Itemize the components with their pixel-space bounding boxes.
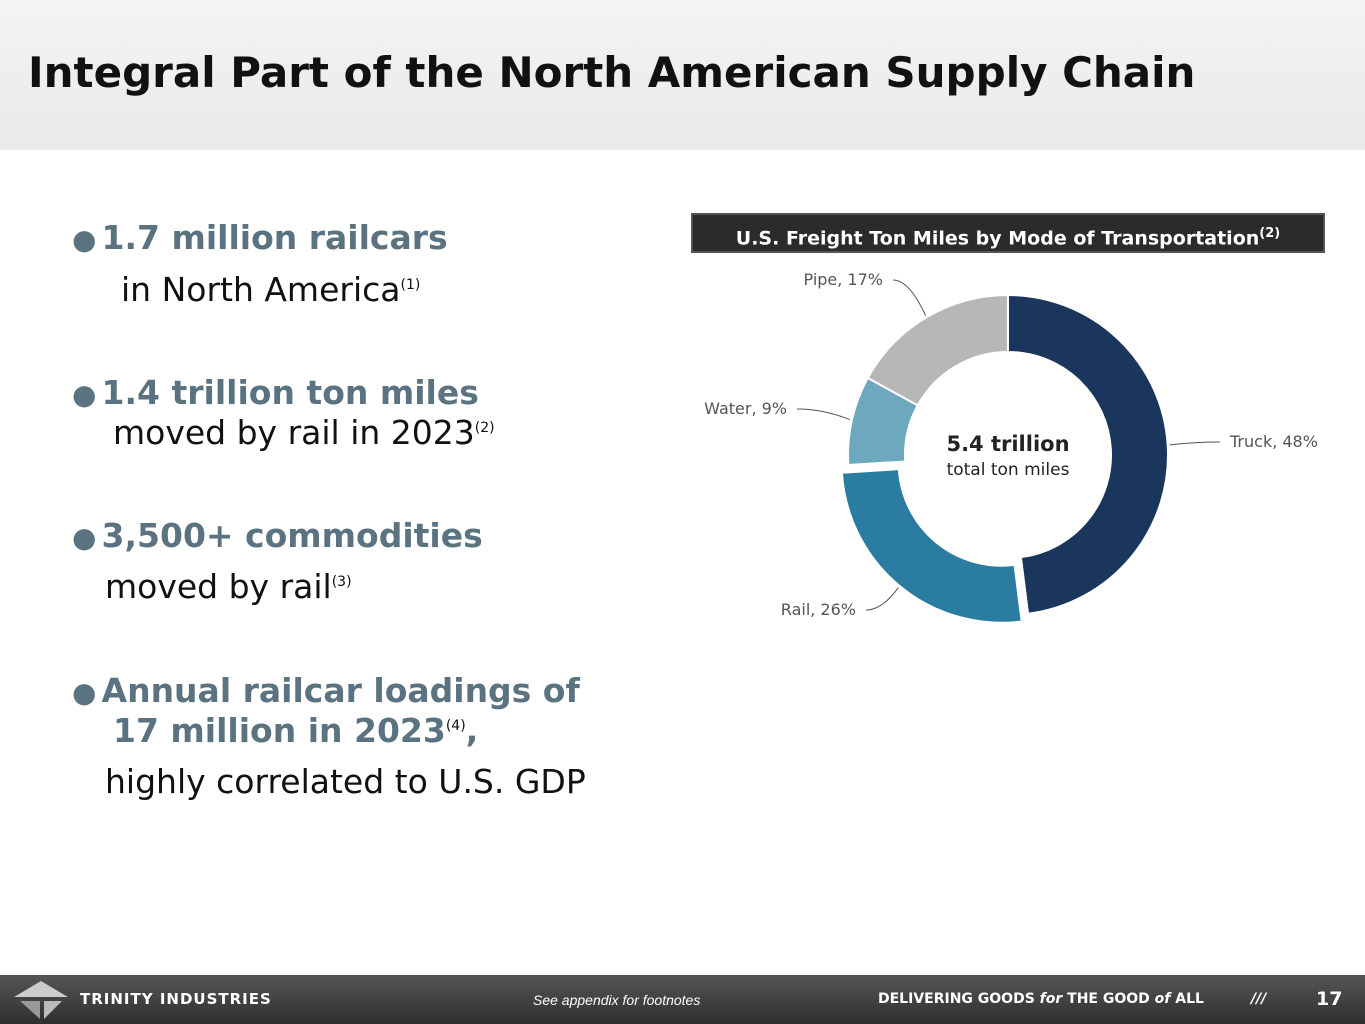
leader-line <box>796 408 851 421</box>
footnote-ref: (3) <box>331 574 352 590</box>
footnote-ref: (2) <box>474 420 495 436</box>
logo <box>14 981 68 1019</box>
center-title: 5.4 trillion <box>946 432 1069 456</box>
slice-label: Pipe, 17% <box>804 270 883 289</box>
bullet-body: highly correlated to U.S. GDP <box>105 762 586 801</box>
leader-line <box>1169 441 1221 446</box>
bullet-head-line: 17 million in 2023 <box>113 711 446 750</box>
footnote-ref: (2) <box>1259 226 1281 241</box>
divider: /// <box>1251 991 1267 1007</box>
footnote-ref: (1) <box>400 277 421 293</box>
tagline-part: DELIVERING GOODS <box>878 991 1040 1007</box>
slice-label: Water, 9% <box>704 399 787 418</box>
chart-title-text: U.S. Freight Ton Miles by Mode of Transp… <box>735 227 1260 250</box>
page-number: 17 <box>1316 988 1343 1010</box>
donut-slice <box>840 468 1023 624</box>
punctuation: , <box>465 711 479 750</box>
chart-title: U.S. Freight Ton Miles by Mode of Transp… <box>691 213 1325 253</box>
bullet-body: moved by rail(3) <box>105 567 352 606</box>
bullet-text: in North America <box>121 270 401 309</box>
bullet-head: Annual railcar loadings of <box>101 671 580 710</box>
slide-title: Integral Part of the North American Supp… <box>28 48 1196 97</box>
tagline-part: THE GOOD <box>1062 991 1155 1007</box>
bullet: ● Annual railcar loadings of <box>72 671 580 710</box>
bullet-text: moved by rail <box>105 567 332 606</box>
center-subtitle: total ton miles <box>947 460 1070 480</box>
bullet: ● 1.4 trillion ton miles <box>72 373 479 412</box>
leader-line <box>865 587 899 611</box>
bullet-head: 3,500+ commodities <box>101 516 483 555</box>
tagline-part: of <box>1154 991 1171 1007</box>
donut-slice <box>866 293 1009 407</box>
footer: TRINITY INDUSTRIES See appendix for foot… <box>0 975 1365 1024</box>
bullet-head: 1.4 trillion ton miles <box>101 373 479 412</box>
tagline-part: ALL <box>1170 991 1204 1007</box>
tagline: DELIVERING GOODS for THE GOOD of ALL <box>878 991 1204 1007</box>
tagline-part: for <box>1039 991 1063 1007</box>
leader-line <box>892 279 926 316</box>
brand: TRINITY INDUSTRIES <box>80 990 272 1008</box>
bullet: ● 3,500+ commodities <box>72 516 483 555</box>
bullet-head: 1.7 million railcars <box>101 218 448 257</box>
slice-label: Rail, 26% <box>781 600 856 619</box>
footnote-ref: (4) <box>445 718 466 734</box>
chart: Truck, 48% Rail, 26% Water, 9% Pipe, 17% 5.4… <box>704 270 1318 624</box>
bullet-text: moved by rail in 2023 <box>113 413 475 452</box>
bullet: ● 1.7 million railcars <box>72 218 448 257</box>
bullet-body: in North America(1) <box>121 270 420 309</box>
donut-slice <box>1007 293 1169 615</box>
slice-label: Truck, 48% <box>1229 432 1318 451</box>
bullet-body: moved by rail in 2023(2) <box>113 413 495 452</box>
header-band <box>0 0 1365 150</box>
bullet-head: 17 million in 2023(4), <box>113 711 478 750</box>
footnote-note: See appendix for footnotes <box>533 992 701 1008</box>
